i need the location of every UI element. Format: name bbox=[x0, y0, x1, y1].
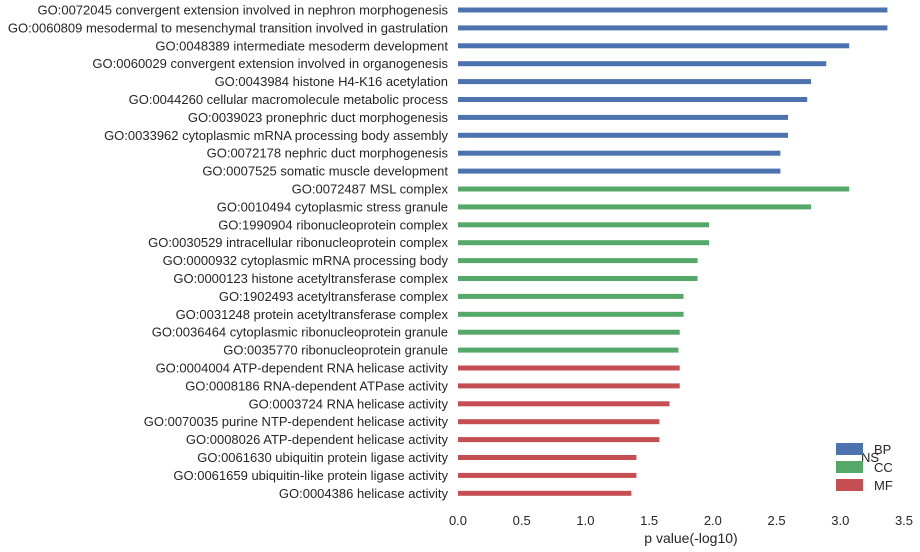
legend-swatch-mf bbox=[836, 479, 863, 491]
bar-cc bbox=[458, 258, 698, 264]
bar-mf bbox=[458, 401, 670, 407]
bar-bp bbox=[458, 79, 811, 85]
bar-bp bbox=[458, 61, 827, 67]
category-label: GO:0072487 MSL complex bbox=[292, 182, 449, 197]
bar-bp bbox=[458, 132, 789, 138]
category-label: GO:0033962 cytoplasmic mRNA processing b… bbox=[104, 128, 448, 143]
bar-cc bbox=[458, 222, 710, 228]
bar-bp bbox=[458, 150, 781, 156]
x-axis-label: p value(-log10) bbox=[644, 530, 737, 546]
category-label: GO:0043984 histone H4-K16 acetylation bbox=[215, 74, 448, 89]
legend-swatch-bp bbox=[836, 443, 863, 455]
x-tick-label: 0.5 bbox=[513, 513, 531, 528]
legend: NS BP CC MF bbox=[836, 442, 893, 493]
category-label: GO:0010494 cytoplasmic stress granule bbox=[217, 199, 448, 214]
legend-title: NS bbox=[861, 450, 879, 465]
category-label: GO:0044260 cellular macromolecule metabo… bbox=[129, 92, 449, 107]
category-label: GO:0048389 intermediate mesoderm develop… bbox=[155, 38, 448, 53]
x-tick-label: 3.5 bbox=[895, 513, 913, 528]
bar-mf bbox=[458, 419, 660, 425]
category-label: GO:0039023 pronephric duct morphogenesis bbox=[188, 110, 449, 125]
category-label: GO:0035770 ribonucleoprotein granule bbox=[223, 343, 448, 358]
category-label: GO:0000932 cytoplasmic mRNA processing b… bbox=[163, 253, 449, 268]
category-label: GO:1990904 ribonucleoprotein complex bbox=[218, 217, 448, 232]
bar-cc bbox=[458, 311, 684, 317]
category-label: GO:1902493 acetyltransferase complex bbox=[219, 289, 449, 304]
bar-cc bbox=[458, 329, 680, 335]
bar-bp bbox=[458, 43, 850, 49]
x-tick-label: 2.0 bbox=[704, 513, 722, 528]
bar-cc bbox=[458, 240, 710, 246]
x-tick-label: 0.0 bbox=[449, 513, 467, 528]
category-label: GO:0036464 cytoplasmic ribonucleoprotein… bbox=[152, 325, 448, 340]
bar-mf bbox=[458, 365, 680, 371]
bar-mf bbox=[458, 437, 660, 443]
category-label: GO:0004004 ATP-dependent RNA helicase ac… bbox=[156, 361, 449, 376]
legend-label: BP bbox=[874, 442, 891, 457]
x-tick-label: 3.0 bbox=[831, 513, 849, 528]
category-label: GO:0008186 RNA-dependent ATPase activity bbox=[185, 378, 448, 393]
bar-mf bbox=[458, 472, 637, 478]
bar-cc bbox=[458, 276, 698, 281]
bar-cc bbox=[458, 293, 684, 299]
bar-mf bbox=[458, 490, 632, 496]
category-labels: GO:0072045 convergent extension involved… bbox=[8, 3, 449, 501]
bar-bp bbox=[458, 97, 808, 102]
bar-cc bbox=[458, 186, 850, 192]
category-label: GO:0030529 intracellular ribonucleoprote… bbox=[148, 235, 448, 250]
bar-cc bbox=[458, 347, 679, 353]
category-label: GO:0061659 ubiquitin-like protein ligase… bbox=[173, 468, 448, 483]
x-tick-label: 1.0 bbox=[576, 513, 594, 528]
bar-mf bbox=[458, 455, 637, 460]
category-label: GO:0000123 histone acetyltransferase com… bbox=[173, 271, 448, 286]
category-label: GO:0007525 somatic muscle development bbox=[202, 164, 448, 179]
x-tick-label: 1.5 bbox=[640, 513, 658, 528]
category-label: GO:0060809 mesodermal to mesenchymal tra… bbox=[8, 20, 448, 35]
category-label: GO:0072178 nephric duct morphogenesis bbox=[207, 146, 449, 161]
category-label: GO:0061630 ubiquitin protein ligase acti… bbox=[197, 450, 448, 465]
legend-label: MF bbox=[874, 478, 893, 493]
legend-swatch-cc bbox=[836, 461, 863, 473]
category-label: GO:0008026 ATP-dependent helicase activi… bbox=[186, 432, 449, 447]
bar-bp bbox=[458, 168, 781, 174]
category-label: GO:0003724 RNA helicase activity bbox=[249, 396, 449, 411]
x-tick-label: 2.5 bbox=[768, 513, 786, 528]
bar-bp bbox=[458, 25, 888, 31]
bar-cc bbox=[458, 204, 811, 210]
category-label: GO:0072045 convergent extension involved… bbox=[38, 3, 449, 18]
category-label: GO:0070035 purine NTP-dependent helicase… bbox=[144, 414, 449, 429]
bar-mf bbox=[458, 383, 680, 389]
category-label: GO:0060029 convergent extension involved… bbox=[92, 56, 448, 71]
category-label: GO:0004386 helicase activity bbox=[279, 486, 449, 501]
x-axis: 0.0 0.5 1.0 1.5 2.0 2.5 3.0 3.5 bbox=[449, 513, 913, 528]
category-label: GO:0031248 protein acetyltransferase com… bbox=[176, 307, 449, 322]
legend-label: CC bbox=[874, 460, 893, 475]
bars-layer bbox=[458, 7, 888, 496]
bar-bp bbox=[458, 114, 789, 120]
bar-bp bbox=[458, 7, 888, 13]
